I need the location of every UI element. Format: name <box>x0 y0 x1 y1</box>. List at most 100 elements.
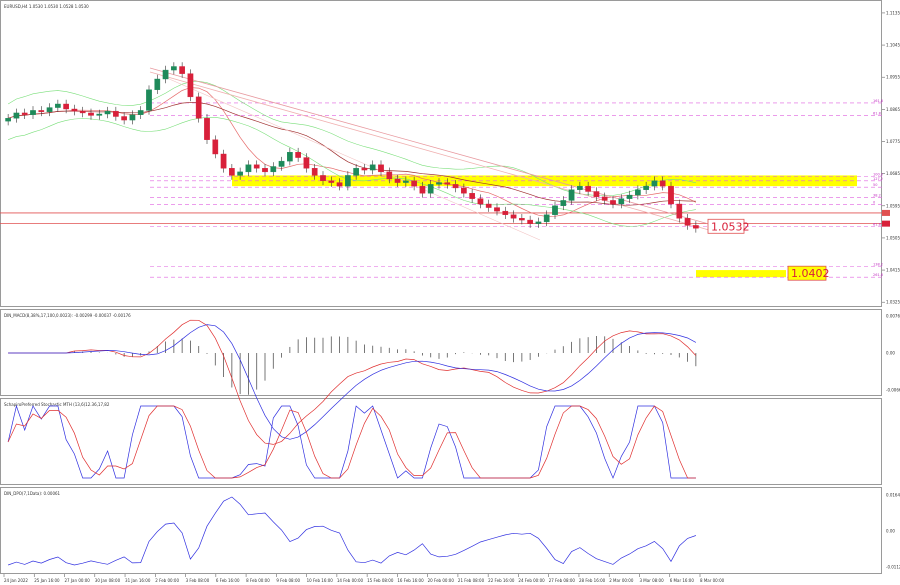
time-tick-label: 31 Jan 16:00 <box>125 578 151 583</box>
time-tick-label: 25 Jan 16:00 <box>34 578 60 583</box>
trend-line-lower[interactable] <box>149 71 717 233</box>
candle-bull <box>171 66 177 71</box>
candle-bear <box>79 110 86 114</box>
candle-bear <box>71 108 78 112</box>
candle-bull <box>626 194 633 199</box>
candle-bull <box>535 221 542 224</box>
price-tick-label: 1.0955 <box>886 75 900 80</box>
price-tick-label: 1.0595 <box>886 203 900 208</box>
time-tick-label: 16 Feb 16:00 <box>397 578 424 583</box>
time-tick-label: 20 Feb 00:00 <box>428 578 455 583</box>
time-tick-label: 9 Feb 08:00 <box>276 578 300 583</box>
main-panel-frame <box>0 0 882 307</box>
candle-bear <box>494 207 500 212</box>
candle-bear <box>502 210 509 215</box>
macd-tick-label: 0.00 <box>886 351 895 356</box>
candle-bear <box>593 191 600 198</box>
fib-level-label: 50 <box>873 183 877 187</box>
candle-bull <box>577 185 583 190</box>
candle-bear <box>510 214 517 219</box>
candle-bear <box>527 219 533 224</box>
fib-level-label: 61.8 <box>873 111 881 115</box>
price-tick-label: 1.1135 <box>886 10 900 15</box>
ind3-label: DIN_DPO(7,1Data): 0.00061 <box>4 491 61 496</box>
candle-bear <box>121 116 127 121</box>
candle-bull <box>55 103 61 108</box>
candle-bear <box>187 73 194 98</box>
dpo-tick-label: 0.01645 <box>886 493 900 498</box>
dpo-tick-label: -0.01122 <box>886 565 900 570</box>
candle-bull <box>353 168 359 176</box>
candle-bear <box>411 180 417 187</box>
candle-bull <box>137 110 144 115</box>
time-tick-label: 6 Mar 16:00 <box>670 578 695 583</box>
candle-bull <box>30 110 36 115</box>
stoch-d-line <box>7 405 696 479</box>
candle-bull <box>270 166 277 173</box>
macd-line <box>8 319 697 445</box>
candle-bear <box>179 66 185 74</box>
candle-bear <box>262 168 268 173</box>
candle-bear <box>386 171 393 180</box>
candle-bull <box>436 182 442 185</box>
candle-bear <box>88 112 94 116</box>
candle-bear <box>676 203 683 219</box>
candle-bear <box>601 196 608 201</box>
candle-bull <box>568 189 575 201</box>
candle-bull <box>154 78 161 90</box>
dpo-series: 0.01645 0.00 -0.01122 <box>7 493 900 570</box>
ind3-panel-frame <box>0 487 882 574</box>
band-lower-line <box>7 117 696 227</box>
trend-line-upper[interactable] <box>149 67 717 227</box>
candle-bear <box>21 112 28 115</box>
candle-bear <box>485 203 492 208</box>
price-labels: 1.0532 1.0402 <box>707 209 890 281</box>
fib-level-label: 138.2 <box>873 263 883 267</box>
candle-bull <box>543 214 550 223</box>
time-tick-label: 2 Mar 00:00 <box>609 578 634 583</box>
stoch-k-line <box>7 404 696 479</box>
candle-bear <box>303 157 310 169</box>
candle-bear <box>444 182 451 185</box>
time-tick-label: 3 Feb 08:00 <box>186 578 210 583</box>
macd-tick-label: -0.00664 <box>886 388 900 393</box>
candle-bull <box>104 110 111 115</box>
fib-level-label: 61.8 <box>873 223 881 227</box>
candle-bull <box>427 184 434 194</box>
candle-bear <box>295 152 301 158</box>
candle-bull <box>146 89 152 111</box>
candle-bull <box>162 69 169 80</box>
macd-label: DIN_MACD(8,38%,17,100,0.0023): -0.00299 … <box>4 313 131 318</box>
candle-bear <box>113 110 119 117</box>
candle-bull <box>552 205 558 215</box>
candle-bear <box>610 200 616 205</box>
candle-bear <box>38 110 45 113</box>
candle-bear <box>684 218 691 226</box>
target-price-text: 1.0402 <box>791 267 830 280</box>
time-tick-label: 6 Feb 16:00 <box>216 578 240 583</box>
trend-line-3[interactable] <box>159 74 541 241</box>
candle-bull <box>345 175 351 187</box>
time-tick-label: 22 Feb 16:00 <box>488 578 515 583</box>
candle-bear <box>320 175 326 181</box>
candlesticks <box>5 62 699 233</box>
fib-level-label: 100.0 <box>873 173 883 177</box>
axis-price-marker <box>882 220 890 227</box>
dpo-line <box>7 496 697 566</box>
symbol-header: EURUSD,H4 1.0530 1.0530 1.0528 1.0530 <box>4 4 89 9</box>
price-tick-label: 1.0685 <box>886 171 900 176</box>
stoch-panel-frame <box>0 398 882 485</box>
time-tick-label: 2 Feb 00:00 <box>155 578 179 583</box>
ma-slow-line <box>7 101 696 206</box>
stoch-label: SchapiroPreferred Stochastic MTH (13,6)1… <box>4 402 110 407</box>
candle-bull <box>96 113 103 116</box>
candle-bear <box>378 164 384 173</box>
candle-bear <box>394 178 401 183</box>
candle-bear <box>469 193 475 199</box>
candle-bear <box>585 185 591 192</box>
price-tick-label: 1.0325 <box>886 300 900 305</box>
candle-bull <box>643 185 649 190</box>
macd-tick-label: 0.00768 <box>886 314 900 319</box>
